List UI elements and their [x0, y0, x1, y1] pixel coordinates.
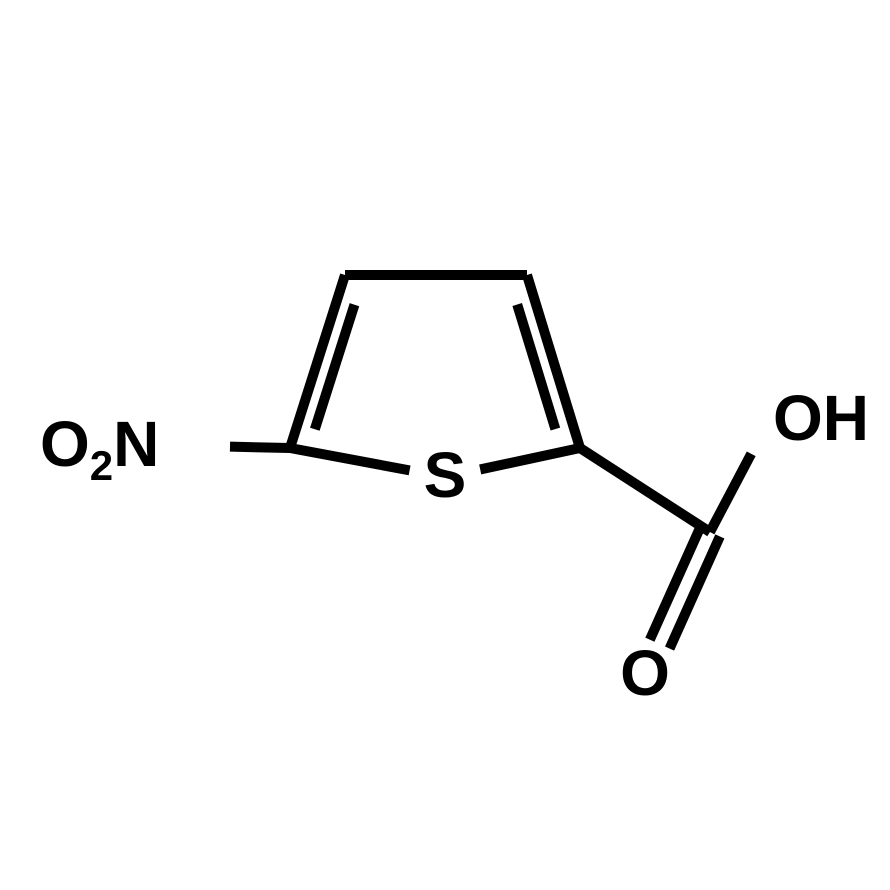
chemical-structure: O2N S OH O — [0, 0, 890, 890]
hydroxyl-label: OH — [773, 382, 869, 454]
sulfur-label: S — [424, 439, 467, 511]
nitro-group-label: O2N — [40, 408, 159, 489]
carbonyl-oxygen-label: O — [620, 637, 670, 709]
